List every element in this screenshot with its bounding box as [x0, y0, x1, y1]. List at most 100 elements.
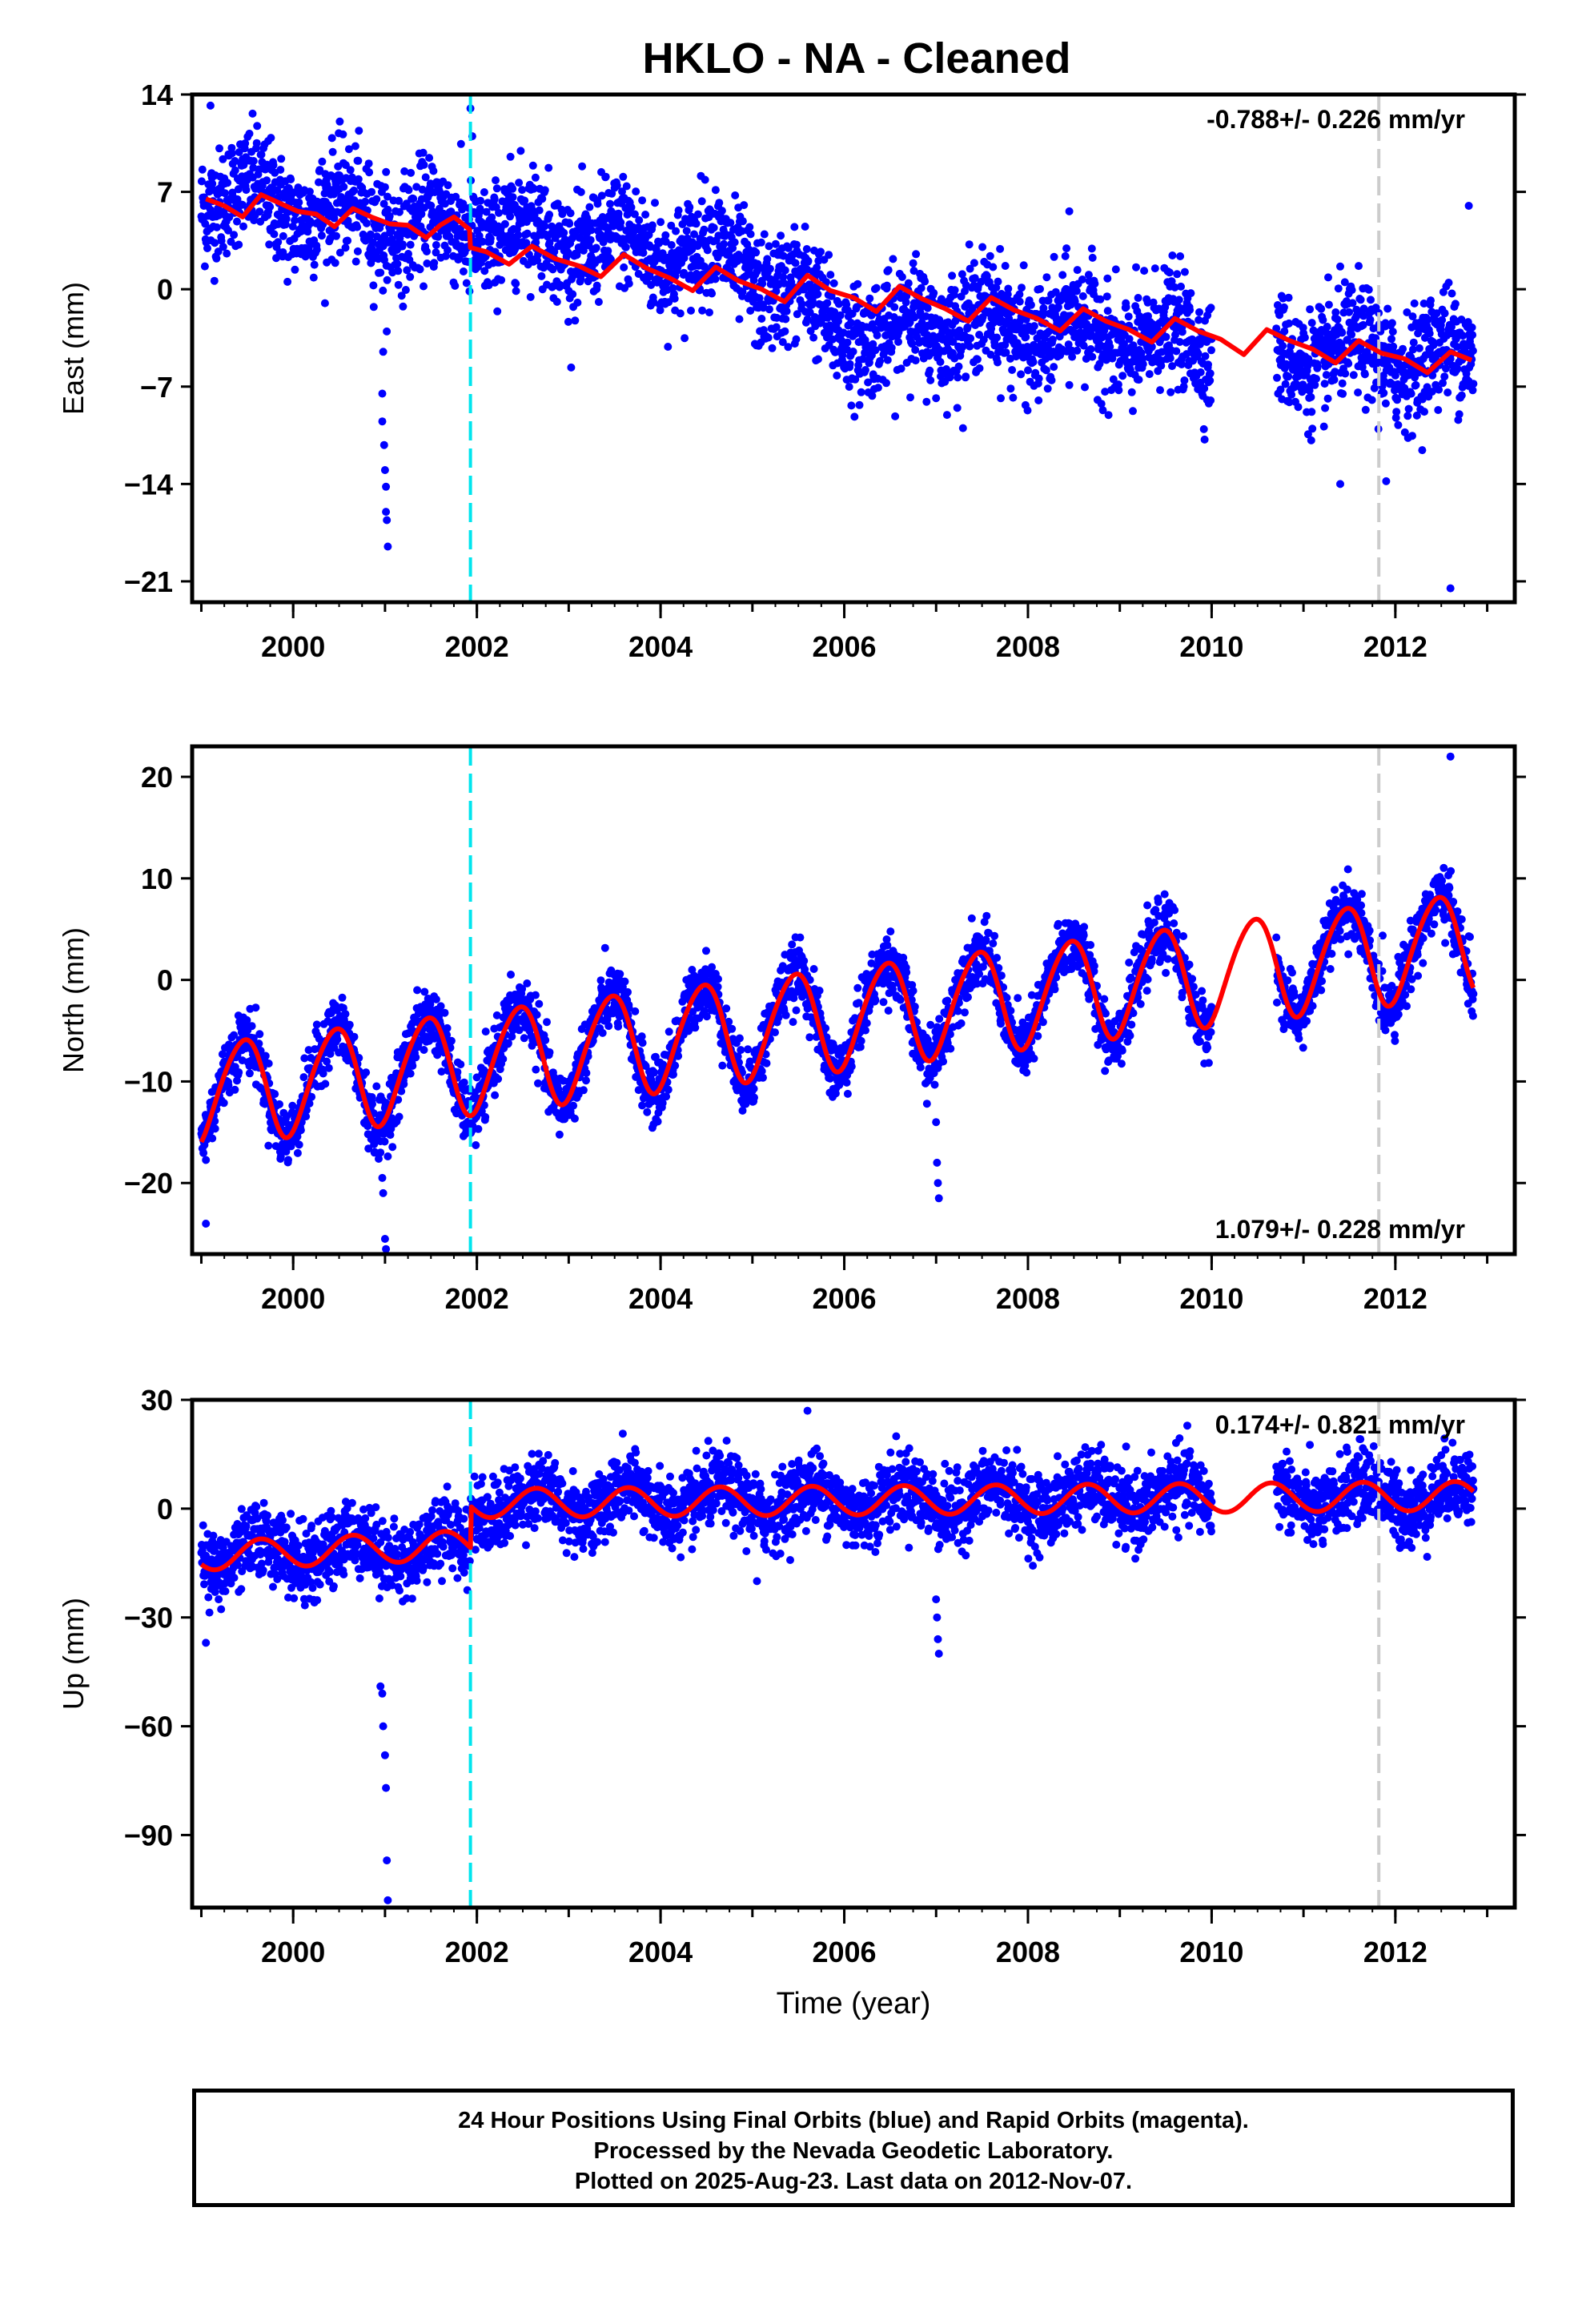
data-point [1347, 330, 1356, 339]
data-point [419, 148, 428, 157]
data-point [324, 1063, 333, 1072]
data-point [199, 1148, 208, 1157]
data-point [746, 307, 755, 315]
data-point [813, 355, 822, 364]
data-point [1319, 422, 1328, 431]
data-point [1330, 376, 1339, 384]
data-point [1036, 284, 1044, 293]
data-point [1285, 398, 1294, 407]
data-point [1078, 275, 1086, 283]
data-point [745, 223, 754, 231]
data-point [275, 1100, 283, 1108]
data-point [1166, 354, 1174, 363]
data-point [705, 308, 713, 317]
data-point [341, 1010, 350, 1019]
data-point [772, 287, 781, 296]
data-point [1103, 274, 1112, 283]
data-point [784, 243, 793, 252]
data-point [757, 238, 765, 247]
data-point [488, 213, 496, 222]
data-point [550, 247, 559, 256]
data-point [676, 309, 685, 318]
data-point [429, 167, 438, 175]
data-point [418, 185, 427, 194]
data-point [1287, 390, 1296, 399]
data-point [962, 372, 970, 381]
data-point [780, 279, 789, 287]
data-point [649, 298, 658, 307]
data-point [1333, 315, 1342, 324]
data-point [857, 388, 865, 396]
data-point [291, 265, 299, 274]
data-point [545, 1048, 554, 1056]
data-point [656, 218, 665, 227]
rate-label: -0.788+/- 0.226 mm/yr [1207, 105, 1465, 134]
data-point [830, 308, 839, 316]
data-point [353, 223, 362, 231]
data-point [560, 228, 568, 237]
data-point [1345, 308, 1354, 316]
data-point [894, 337, 902, 346]
data-point [912, 250, 921, 259]
data-point [202, 1156, 211, 1164]
data-point [569, 1101, 578, 1110]
data-point [1347, 286, 1356, 295]
data-point [276, 166, 285, 174]
data-point [480, 267, 489, 275]
data-point [1180, 267, 1189, 276]
data-point [1312, 375, 1320, 383]
data-point [532, 1011, 541, 1019]
data-point [481, 1112, 490, 1121]
data-point [367, 187, 376, 196]
data-point [735, 315, 744, 324]
data-point [1307, 392, 1315, 401]
data-point [1034, 396, 1043, 404]
data-point [537, 271, 546, 280]
data-point [535, 999, 544, 1008]
data-point [1078, 292, 1087, 300]
data-point [1134, 294, 1142, 302]
data-point [318, 157, 327, 166]
data-point [922, 397, 931, 406]
data-point [904, 279, 913, 287]
data-point [404, 186, 413, 195]
y-tick-label: −14 [124, 468, 173, 501]
data-point [437, 1068, 446, 1076]
data-point [227, 149, 236, 158]
data-point [1019, 261, 1028, 270]
data-point [1399, 344, 1407, 353]
data-point [731, 191, 740, 199]
data-point [380, 1137, 389, 1146]
data-point [966, 342, 974, 351]
data-point [1311, 380, 1319, 389]
data-point [420, 987, 429, 996]
data-point [787, 278, 796, 287]
data-point [622, 182, 631, 191]
data-point [409, 195, 418, 203]
data-point [1394, 420, 1403, 429]
data-point [423, 259, 432, 267]
data-point [606, 255, 615, 263]
data-point [804, 256, 813, 265]
data-point [1050, 252, 1058, 261]
data-point [1178, 328, 1186, 336]
data-point [320, 299, 329, 308]
data-point [221, 189, 229, 198]
data-point [383, 192, 391, 201]
data-point [302, 1112, 311, 1121]
data-point [771, 239, 780, 248]
data-point [338, 993, 347, 1002]
data-point [970, 259, 978, 267]
data-point [932, 394, 941, 403]
data-point [1444, 279, 1453, 287]
data-point [1196, 368, 1205, 376]
data-point [1145, 370, 1154, 379]
data-point [674, 1051, 683, 1060]
data-point [641, 211, 650, 219]
data-point [890, 303, 899, 312]
data-point [1176, 252, 1185, 260]
data-point [396, 207, 404, 216]
data-point [1072, 287, 1081, 296]
data-point [1427, 296, 1435, 305]
data-point [248, 109, 257, 118]
